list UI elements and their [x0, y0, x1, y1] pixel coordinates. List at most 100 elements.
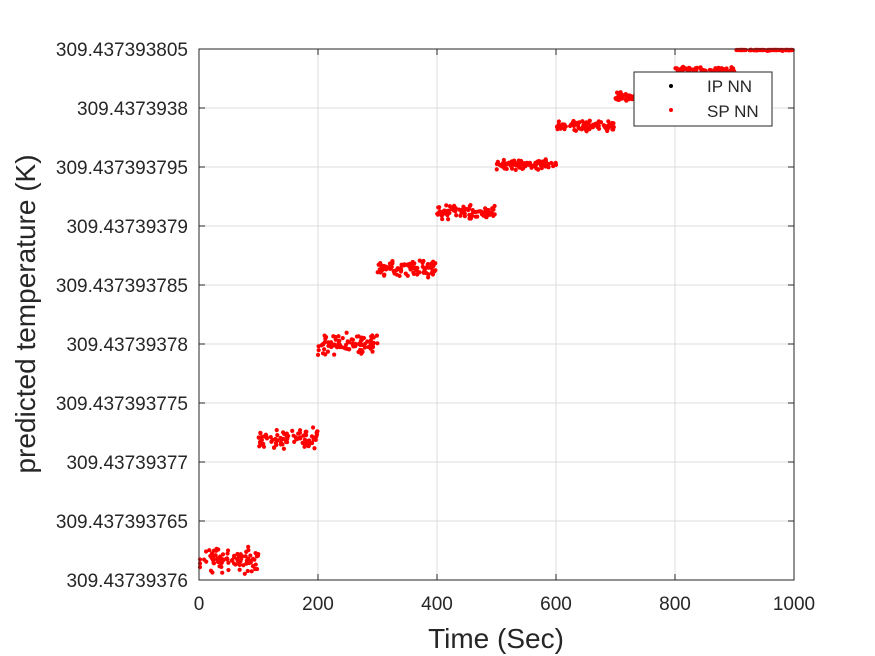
data-point-sp-nn	[315, 352, 321, 357]
data-point-sp-nn	[241, 563, 246, 568]
data-point-sp-nn	[484, 212, 489, 218]
data-point-sp-nn	[345, 339, 350, 344]
data-point-sp-nn	[458, 213, 463, 218]
data-point-sp-nn	[323, 352, 328, 357]
data-point-sp-nn	[426, 275, 431, 280]
data-point-sp-nn	[562, 122, 567, 127]
data-point-sp-nn	[359, 348, 364, 353]
data-point-sp-nn	[346, 347, 351, 352]
data-point-sp-nn	[258, 430, 263, 435]
data-point-sp-nn	[246, 548, 251, 553]
data-point-sp-nn	[284, 440, 290, 445]
data-point-sp-nn	[461, 210, 466, 215]
legend-label-sp-nn: SP NN	[707, 102, 759, 121]
data-point-sp-nn	[430, 267, 435, 273]
data-point-sp-nn	[359, 337, 364, 342]
data-point-sp-nn	[322, 347, 327, 352]
data-point-sp-nn	[397, 273, 402, 279]
data-point-sp-nn	[472, 209, 477, 215]
data-point-sp-nn	[494, 167, 499, 172]
data-point-sp-nn	[375, 341, 380, 346]
legend: IP NN SP NN	[633, 71, 773, 127]
data-point-sp-nn	[297, 428, 303, 433]
data-point-sp-nn	[559, 125, 565, 130]
data-point-sp-nn	[336, 334, 341, 339]
data-point-sp-nn	[693, 66, 698, 71]
data-point-sp-nn	[245, 568, 250, 574]
data-point-sp-nn	[238, 559, 243, 564]
data-point-sp-nn	[357, 341, 362, 347]
data-point-sp-nn	[392, 268, 397, 273]
data-point-sp-nn	[502, 161, 507, 166]
y-tick-label: 309.437393785	[56, 276, 188, 297]
data-point-sp-nn	[243, 554, 248, 559]
data-point-sp-nn	[420, 260, 425, 266]
data-point-sp-nn	[371, 340, 376, 345]
data-point-sp-nn	[425, 262, 431, 267]
data-point-sp-nn	[216, 547, 221, 552]
data-point-sp-nn	[242, 571, 247, 576]
data-point-sp-nn	[260, 434, 265, 439]
data-point-sp-nn	[595, 124, 600, 129]
data-point-sp-nn	[278, 442, 284, 447]
data-point-sp-nn	[546, 164, 551, 170]
data-point-sp-nn	[370, 333, 375, 338]
data-point-sp-nn	[309, 440, 315, 446]
data-point-sp-nn	[501, 165, 506, 170]
data-point-sp-nn	[322, 333, 327, 338]
data-point-sp-nn	[454, 213, 459, 218]
data-point-sp-nn	[211, 560, 216, 565]
data-point-sp-nn	[517, 160, 522, 165]
data-point-sp-nn	[529, 165, 534, 170]
data-point-sp-nn	[673, 66, 678, 71]
legend-box	[633, 71, 773, 127]
data-point-sp-nn	[576, 125, 581, 130]
axes-box	[198, 48, 795, 581]
x-tick-label: 1000	[773, 594, 815, 615]
y-tick-label: 309.437393795	[56, 158, 188, 179]
data-point-sp-nn	[340, 335, 345, 341]
x-tick-label: 200	[302, 594, 334, 615]
data-point-sp-nn	[250, 556, 256, 561]
data-point-sp-nn	[541, 160, 547, 165]
data-point-sp-nn	[446, 208, 451, 213]
y-tick-label: 309.4373938	[77, 99, 188, 120]
data-point-sp-nn	[624, 98, 629, 103]
data-point-sp-nn	[274, 427, 279, 433]
data-point-sp-nn	[463, 206, 468, 212]
data-point-sp-nn	[426, 265, 431, 270]
data-point-sp-nn	[303, 433, 309, 438]
data-point-sp-nn	[298, 435, 303, 440]
data-point-sp-nn	[309, 434, 315, 439]
data-point-sp-nn	[375, 270, 380, 275]
data-point-sp-nn	[573, 120, 578, 125]
data-point-sp-nn	[415, 272, 420, 277]
data-point-sp-nn	[256, 435, 262, 440]
data-point-sp-nn	[368, 338, 373, 343]
data-point-sp-nn	[533, 160, 538, 165]
data-point-sp-nn	[501, 157, 506, 163]
data-point-sp-nn	[333, 337, 338, 342]
y-tick-label: 309.437393805	[56, 40, 188, 61]
x-tick-label: 0	[194, 594, 205, 615]
data-point-sp-nn	[439, 213, 444, 218]
data-point-sp-nn	[264, 436, 270, 441]
data-point-sp-nn	[554, 124, 560, 129]
data-point-sp-nn	[362, 345, 368, 350]
data-points	[197, 47, 795, 576]
data-point-sp-nn	[677, 68, 682, 73]
data-point-sp-nn	[217, 564, 222, 569]
data-point-sp-nn	[339, 344, 344, 350]
data-point-sp-nn	[349, 337, 354, 342]
data-point-sp-nn	[237, 567, 242, 572]
data-point-sp-nn	[344, 330, 349, 335]
data-point-sp-nn	[250, 564, 256, 569]
data-point-sp-nn	[304, 439, 309, 444]
data-point-sp-nn	[440, 216, 445, 222]
data-point-sp-nn	[613, 96, 619, 102]
data-point-sp-nn	[467, 204, 472, 209]
data-point-sp-nn	[571, 123, 577, 129]
data-point-sp-nn	[572, 127, 577, 133]
y-tick-label: 309.43739376	[66, 571, 188, 592]
data-point-sp-nn	[473, 214, 478, 219]
